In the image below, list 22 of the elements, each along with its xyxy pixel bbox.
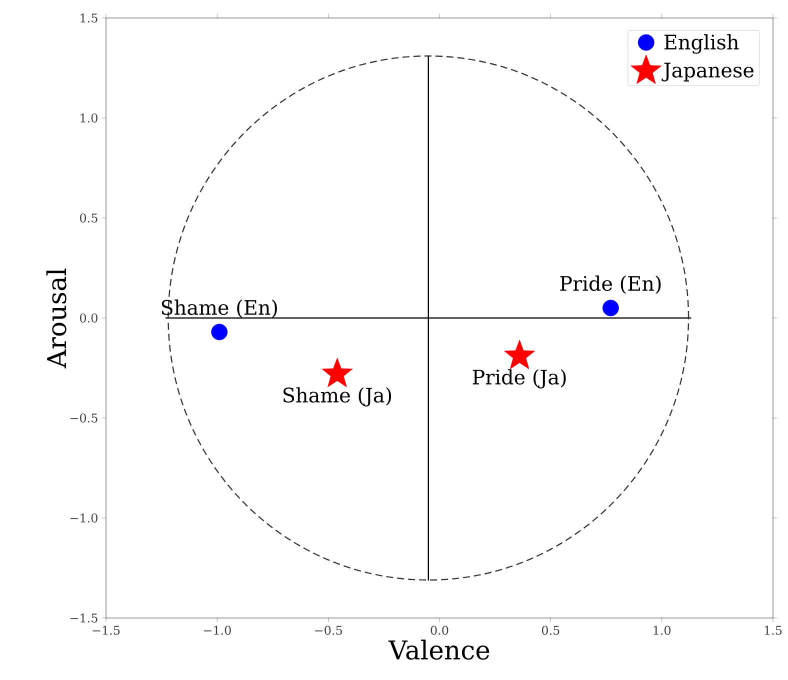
x-tick-label: −1.5: [92, 626, 120, 635]
x-axis-title: Valence: [388, 640, 490, 660]
y-tick-label: −0.5: [70, 413, 98, 423]
annotation: Pride (En): [560, 276, 661, 294]
legend-label: Japanese: [662, 62, 754, 82]
x-tick-label: 1.5: [764, 626, 782, 635]
annotation: Shame (Ja): [284, 387, 392, 406]
x-tick-label: 1.0: [654, 626, 671, 635]
y-tick-label: −1.0: [70, 513, 98, 523]
annotation: Shame (En): [162, 300, 277, 318]
x-tick-label: −0.5: [315, 626, 342, 635]
y-axis-title: Arousal: [46, 268, 66, 368]
y-tick-label: 0.5: [80, 213, 98, 223]
y-tick-label: −1.5: [70, 613, 98, 623]
y-tick-label: 1.5: [80, 13, 98, 23]
legend-label: English: [664, 34, 739, 54]
annotation: Pride (Ja): [472, 369, 566, 388]
x-tick-label: 0.0: [430, 626, 448, 635]
x-tick-label: 0.5: [542, 626, 560, 635]
x-tick-label: −1.0: [204, 626, 231, 635]
y-tick-label: 1.0: [80, 113, 98, 123]
y-tick-label: 0.0: [80, 313, 98, 323]
